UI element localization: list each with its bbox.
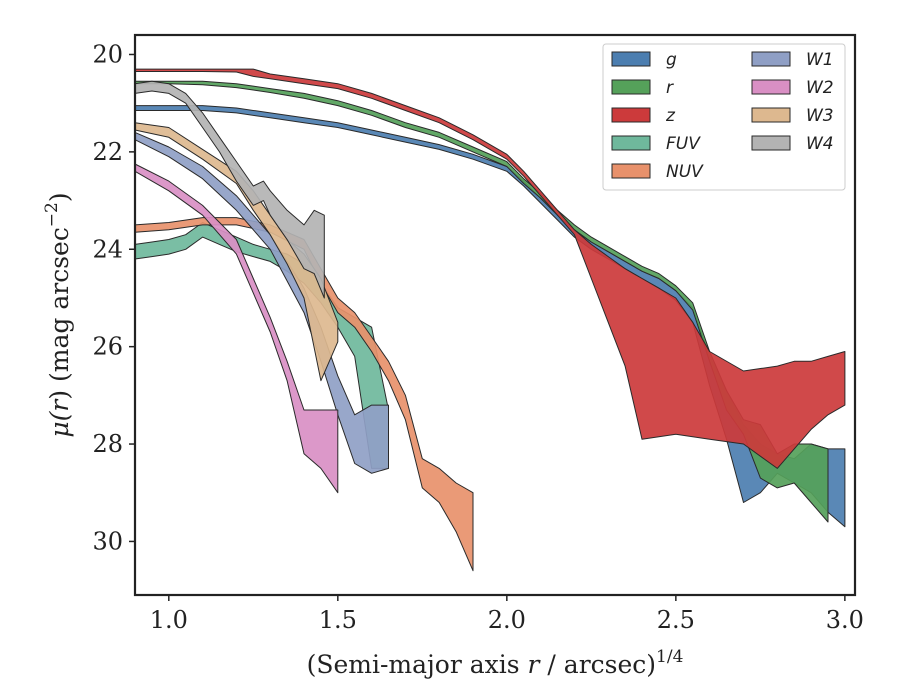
legend-label-r: r bbox=[666, 78, 674, 98]
legend-swatch-g bbox=[611, 51, 651, 67]
x-tick-label: 2.0 bbox=[488, 606, 526, 634]
y-tick-label: 28 bbox=[92, 430, 123, 458]
legend-swatch-nuv bbox=[611, 163, 651, 179]
series-band-w4 bbox=[134, 80, 325, 299]
legend-swatch-fuv bbox=[611, 135, 651, 151]
x-tick-label: 3.0 bbox=[826, 606, 864, 634]
x-tick-label: 1.5 bbox=[319, 606, 357, 634]
series-layer bbox=[134, 68, 846, 572]
series-band-w2 bbox=[134, 163, 339, 494]
plot-frame bbox=[133, 33, 857, 597]
y-tick-label: 24 bbox=[92, 235, 123, 263]
legend-items: grz FUV NUV W1 W2 W3 W4 bbox=[611, 50, 834, 182]
series-band-z bbox=[134, 68, 846, 469]
legend: grz FUV NUV W1 W2 W3 W4 bbox=[602, 43, 846, 191]
series-band-g bbox=[134, 105, 846, 528]
series-band-w1 bbox=[134, 131, 389, 474]
y-tick-label: 22 bbox=[92, 138, 123, 166]
x-tick-label: 2.5 bbox=[657, 606, 695, 634]
legend-swatch-r bbox=[611, 79, 651, 95]
legend-label-nuv: NUV bbox=[666, 162, 704, 182]
legend-label-fuv: FUV bbox=[666, 134, 701, 154]
legend-label-w3: W3 bbox=[806, 106, 834, 126]
series-band-r bbox=[134, 80, 829, 523]
x-axis-label: (Semi-major axis r / arcsec)1/4 bbox=[307, 647, 684, 679]
y-tick-label: 20 bbox=[92, 40, 123, 68]
y-tick-label: 30 bbox=[92, 527, 123, 555]
legend-swatch-w4 bbox=[751, 135, 791, 151]
legend-label-z: z bbox=[665, 106, 676, 126]
y-axis-label: μ(r) (mag arcsec−2) bbox=[42, 192, 74, 437]
legend-swatch-z bbox=[611, 107, 651, 123]
legend-label-w1: W1 bbox=[806, 50, 834, 70]
x-tick-label: 1.0 bbox=[150, 606, 188, 634]
legend-label-w2: W2 bbox=[806, 78, 834, 98]
legend-swatch-w2 bbox=[751, 79, 791, 95]
ticks-layer: 1.0 1.5 2.0 2.5 3.0 20 22 24 26 28 30 bbox=[92, 40, 863, 634]
legend-label-w4: W4 bbox=[806, 134, 834, 154]
legend-label-g: g bbox=[666, 50, 677, 70]
legend-swatch-w3 bbox=[751, 107, 791, 123]
y-tick-label: 26 bbox=[92, 333, 123, 361]
legend-swatch-w1 bbox=[751, 51, 791, 67]
